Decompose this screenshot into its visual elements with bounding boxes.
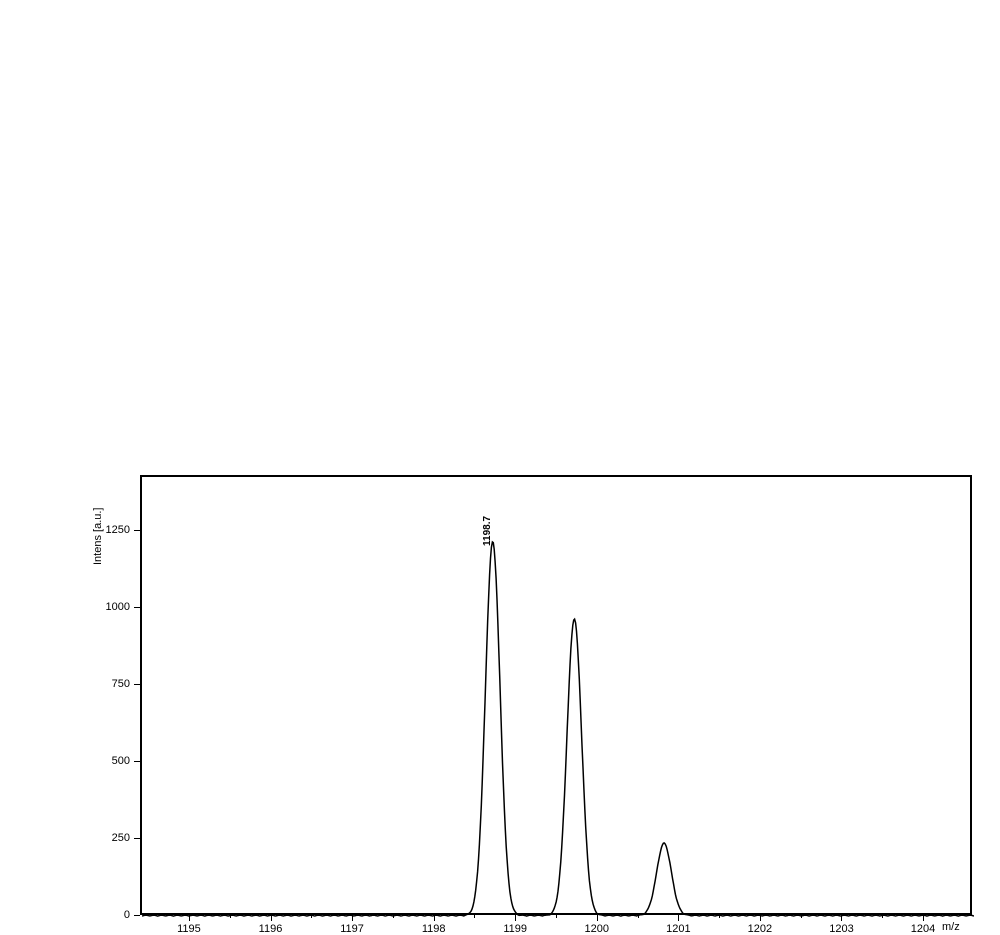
bottom-chart-panel: Intens [a.u.] m/z 1195119611971198119912… [0, 0, 1000, 935]
y-tick-label: 1250 [100, 524, 130, 536]
x-minor-tick-mark [719, 915, 720, 918]
x-minor-tick-mark [311, 915, 312, 918]
x-minor-tick-mark [556, 915, 557, 918]
y-tick-mark [134, 761, 140, 762]
x-tick-label: 1202 [748, 923, 772, 935]
x-tick-mark [271, 915, 272, 921]
page: Intens [a.u.] m/z 2505007501000125015001… [0, 0, 1000, 935]
y-tick-label: 0 [100, 909, 130, 921]
x-tick-label: 1201 [666, 923, 690, 935]
y-tick-label: 1000 [100, 601, 130, 613]
y-tick-mark [134, 684, 140, 685]
y-tick-label: 250 [100, 832, 130, 844]
x-tick-label: 1197 [340, 923, 364, 935]
x-tick-mark [597, 915, 598, 921]
spectrum-line [142, 542, 974, 916]
y-tick-mark [134, 530, 140, 531]
bottom-plot-frame [140, 475, 972, 915]
y-tick-mark [134, 915, 140, 916]
x-tick-mark [352, 915, 353, 921]
x-minor-tick-mark [801, 915, 802, 918]
x-tick-mark [841, 915, 842, 921]
x-tick-label: 1200 [585, 923, 609, 935]
x-minor-tick-mark [474, 915, 475, 918]
x-tick-label: 1195 [177, 923, 201, 935]
y-tick-label: 750 [100, 678, 130, 690]
y-tick-label: 500 [100, 755, 130, 767]
x-tick-label: 1203 [829, 923, 853, 935]
x-tick-label: 1204 [911, 923, 935, 935]
x-tick-mark [923, 915, 924, 921]
x-tick-mark [678, 915, 679, 921]
y-tick-mark [134, 838, 140, 839]
bottom-x-axis-label: m/z [942, 921, 960, 933]
x-tick-mark [434, 915, 435, 921]
bottom-plot-svg [142, 477, 974, 917]
x-minor-tick-mark [230, 915, 231, 918]
x-minor-tick-mark [882, 915, 883, 918]
x-tick-mark [189, 915, 190, 921]
x-tick-label: 1196 [259, 923, 283, 935]
x-tick-mark [515, 915, 516, 921]
peak-label: 1198.7 [482, 516, 493, 546]
x-tick-label: 1199 [503, 923, 527, 935]
x-minor-tick-mark [393, 915, 394, 918]
y-tick-mark [134, 607, 140, 608]
x-tick-mark [760, 915, 761, 921]
x-tick-label: 1198 [422, 923, 446, 935]
x-minor-tick-mark [638, 915, 639, 918]
